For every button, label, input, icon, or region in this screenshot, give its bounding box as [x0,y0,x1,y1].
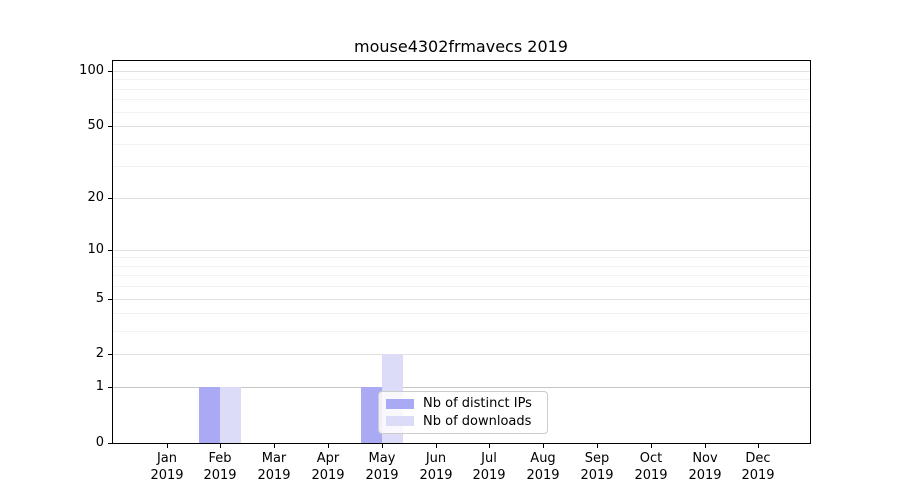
y-tick-label: 2 [95,346,104,361]
bar-distinct-ips-may-2019 [361,387,382,443]
x-tick-label-year: 2019 [419,468,453,483]
legend-item-downloads: Nb of downloads [379,413,547,429]
y-tick [108,71,112,72]
x-tick-label: Jan 2019 [127,450,207,484]
x-tick-label: Mar 2019 [234,450,314,484]
gridline-minor [113,313,810,314]
x-tick [489,444,490,448]
bar-distinct-ips-feb-2019 [199,387,220,443]
y-tick [108,299,112,300]
x-tick-label-year: 2019 [472,468,506,483]
gridline-minor [113,112,810,113]
gridline-minor [113,99,810,100]
x-tick-label: Nov 2019 [665,450,745,484]
x-tick-label-year: 2019 [634,468,668,483]
gridline-minor [113,331,810,332]
x-tick [220,444,221,448]
legend: Nb of distinct IPs Nb of downloads [378,391,548,434]
y-tick-label: 0 [95,435,104,450]
gridline-minor [113,144,810,145]
y-tick-label: 100 [79,63,104,78]
x-tick-label-year: 2019 [688,468,722,483]
bar-downloads-feb-2019 [220,387,241,443]
gridline-major [113,299,810,300]
y-tick [108,126,112,127]
x-tick [167,444,168,448]
x-tick-label: Aug 2019 [503,450,583,484]
x-tick-label: May 2019 [342,450,422,484]
x-tick-label: Jul 2019 [449,450,529,484]
chart-title: mouse4302frmavecs 2019 [354,37,568,56]
y-tick-label: 50 [87,118,104,133]
x-tick-label-year: 2019 [526,468,560,483]
y-tick-label: 1 [95,379,104,394]
axis-spine-top [112,60,811,61]
y-tick [108,387,112,388]
y-tick [108,198,112,199]
axis-spine-left [112,60,113,444]
x-tick-label: Dec 2019 [718,450,798,484]
x-tick [705,444,706,448]
x-tick [758,444,759,448]
x-tick-label-year: 2019 [150,468,184,483]
x-tick-label-year: 2019 [741,468,775,483]
x-tick [597,444,598,448]
gridline-minor [113,166,810,167]
gridline-minor [113,266,810,267]
gridline-major [113,126,810,127]
x-tick [274,444,275,448]
gridline-major [113,71,810,72]
x-tick-label: Jun 2019 [396,450,476,484]
x-tick-label: Sep 2019 [557,450,637,484]
legend-label-distinct-ips: Nb of distinct IPs [423,396,532,412]
gridline-minor [113,79,810,80]
x-tick-label: Oct 2019 [611,450,691,484]
gridline-minor [113,275,810,276]
gridline-minor [113,286,810,287]
gridline-major [113,354,810,355]
x-tick-label-year: 2019 [311,468,345,483]
x-tick-label-year: 2019 [203,468,237,483]
y-tick [108,443,112,444]
y-tick [108,354,112,355]
x-tick [436,444,437,448]
x-tick [382,444,383,448]
axis-spine-bottom [112,443,811,444]
gridline-major [113,387,810,388]
axis-spine-right [810,60,811,444]
y-tick-label: 20 [87,190,104,205]
legend-swatch-downloads [386,416,414,427]
gridline-minor [113,257,810,258]
gridline-major [113,198,810,199]
x-tick-label-year: 2019 [365,468,399,483]
x-tick-label-year: 2019 [257,468,291,483]
y-tick-label: 10 [87,242,104,257]
x-tick [543,444,544,448]
x-tick-label-year: 2019 [580,468,614,483]
legend-swatch-distinct-ips [386,398,414,409]
x-tick [328,444,329,448]
x-tick [651,444,652,448]
gridline-major [113,250,810,251]
y-tick [108,250,112,251]
y-tick-label: 5 [95,291,104,306]
x-tick-label: Apr 2019 [288,450,368,484]
legend-label-downloads: Nb of downloads [423,413,532,429]
x-tick-label: Feb 2019 [180,450,260,484]
legend-item-distinct-ips: Nb of distinct IPs [379,396,547,412]
gridline-minor [113,89,810,90]
